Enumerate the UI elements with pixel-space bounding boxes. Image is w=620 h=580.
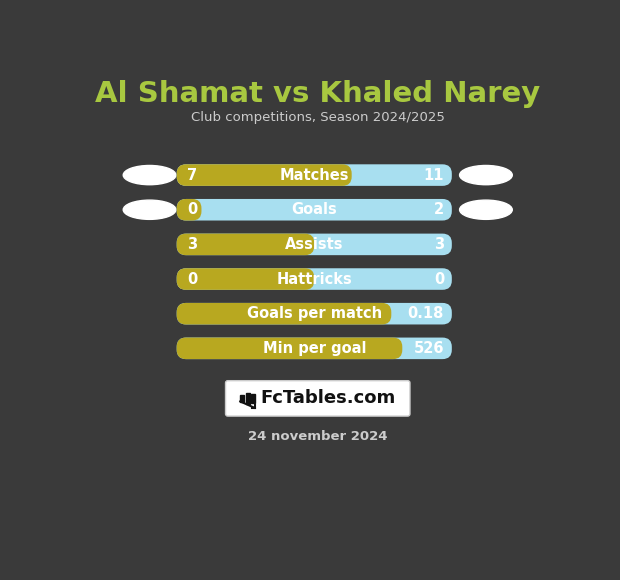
- Text: Club competitions, Season 2024/2025: Club competitions, Season 2024/2025: [191, 111, 445, 124]
- Ellipse shape: [459, 165, 512, 184]
- FancyBboxPatch shape: [177, 303, 452, 324]
- Text: 526: 526: [414, 341, 444, 356]
- FancyBboxPatch shape: [177, 269, 314, 290]
- FancyBboxPatch shape: [177, 234, 314, 255]
- Text: 11: 11: [423, 168, 444, 183]
- Text: 3: 3: [187, 237, 197, 252]
- FancyBboxPatch shape: [177, 303, 391, 324]
- FancyBboxPatch shape: [177, 164, 452, 186]
- Text: FcTables.com: FcTables.com: [260, 389, 396, 407]
- Text: Hattricks: Hattricks: [277, 271, 352, 287]
- Bar: [251, 394, 255, 403]
- Text: 24 november 2024: 24 november 2024: [248, 430, 388, 443]
- FancyBboxPatch shape: [177, 338, 402, 359]
- FancyBboxPatch shape: [177, 269, 452, 290]
- Bar: [241, 395, 244, 402]
- Text: Matches: Matches: [280, 168, 349, 183]
- FancyBboxPatch shape: [177, 164, 352, 186]
- FancyBboxPatch shape: [177, 199, 452, 220]
- Text: 2: 2: [434, 202, 444, 218]
- FancyBboxPatch shape: [177, 234, 452, 255]
- FancyBboxPatch shape: [177, 199, 202, 220]
- FancyBboxPatch shape: [226, 380, 410, 416]
- Text: 0: 0: [187, 202, 197, 218]
- Text: 0: 0: [187, 271, 197, 287]
- Ellipse shape: [123, 165, 176, 184]
- FancyBboxPatch shape: [177, 338, 452, 359]
- Text: Goals per match: Goals per match: [247, 306, 382, 321]
- Text: 0: 0: [434, 271, 444, 287]
- Text: Min per goal: Min per goal: [262, 341, 366, 356]
- Text: 7: 7: [187, 168, 197, 183]
- Ellipse shape: [123, 200, 176, 219]
- Text: Al Shamat vs Khaled Narey: Al Shamat vs Khaled Narey: [95, 80, 541, 108]
- Text: Goals: Goals: [291, 202, 337, 218]
- Text: Assists: Assists: [285, 237, 343, 252]
- Ellipse shape: [459, 200, 512, 219]
- Bar: [246, 393, 249, 404]
- Text: 3: 3: [434, 237, 444, 252]
- Text: 0.18: 0.18: [408, 306, 444, 321]
